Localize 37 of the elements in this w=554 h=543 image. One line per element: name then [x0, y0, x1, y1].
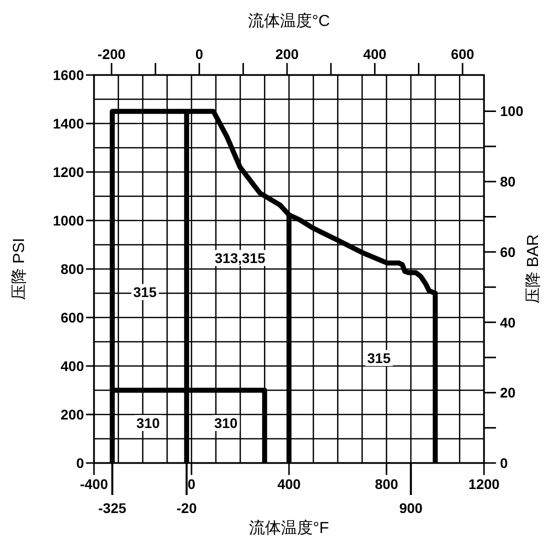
x-tick-label: 1200: [468, 476, 500, 492]
y-tick-label: 1400: [52, 116, 84, 132]
x-tick-label: 400: [277, 476, 301, 492]
x2-tick-label: 400: [363, 46, 387, 62]
x2-tick-label: 600: [450, 46, 474, 62]
y-tick-label: 400: [60, 358, 84, 374]
x-axis-title: 流体温度°F: [248, 519, 330, 537]
y2-tick-label: 20: [500, 384, 516, 401]
ref-line-label: -20: [176, 500, 197, 516]
annotation: 315: [367, 350, 391, 366]
y-tick-label: 0: [76, 455, 84, 471]
annotation: 315: [133, 284, 157, 300]
ref-line-label: 900: [399, 500, 423, 516]
x2-axis-title: 流体温度°C: [248, 12, 330, 30]
y2-tick-label: 80: [500, 174, 516, 190]
x-tick-label: -400: [80, 476, 108, 492]
annotation: 310: [136, 414, 160, 431]
x2-tick-label: 200: [275, 46, 299, 62]
y-tick-label: 800: [60, 261, 84, 277]
y2-tick-label: 60: [500, 244, 516, 260]
y-tick-label: 200: [60, 406, 84, 422]
y2-axis-title: 压降 BAR: [525, 234, 542, 304]
ref-line-label: -325: [98, 500, 126, 516]
y2-tick-label: 100: [500, 103, 524, 120]
x2-tick-label: 0: [195, 46, 204, 62]
y2-tick-label: 40: [500, 314, 516, 330]
y-tick-label: 1000: [52, 212, 84, 228]
x2-tick-label: -200: [98, 46, 126, 62]
y-tick-label: 600: [60, 310, 84, 326]
y-axis-title: 压降 PSI: [11, 238, 28, 300]
y-tick-label: 1200: [52, 164, 84, 180]
annotation: 313,315: [214, 250, 266, 266]
x-tick-label: 800: [374, 476, 398, 492]
x-tick-label: 0: [188, 476, 196, 492]
annotation: 310: [214, 414, 238, 431]
y2-tick-label: 0: [500, 455, 508, 471]
y-tick-label: 1600: [52, 67, 84, 83]
